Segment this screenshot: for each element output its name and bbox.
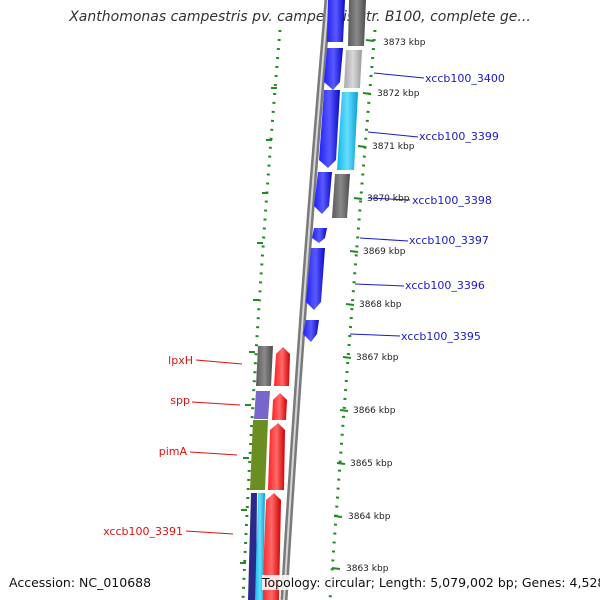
- feature-gray-lpxH: [256, 346, 273, 386]
- gene-label-xccb100-3400[interactable]: xccb100_3400: [425, 72, 505, 85]
- kbp-label: 3866 kbp: [353, 406, 396, 416]
- genome-summary-text: Topology: circular; Length: 5,079,002 bp…: [262, 575, 600, 590]
- forward-strand-features: [303, 0, 366, 342]
- cds-blue-3397: [312, 228, 327, 243]
- kbp-label: 3873 kbp: [383, 38, 426, 48]
- cds-blue-3395: [303, 320, 319, 342]
- kbp-label: 3869 kbp: [363, 247, 406, 257]
- feature-gray-top: [348, 0, 366, 46]
- kbp-label: 3864 kbp: [348, 512, 391, 522]
- kbp-label: 3870 kbp: [367, 194, 410, 204]
- kbp-label: 3867 kbp: [356, 353, 399, 363]
- feature-cyan-3391: [255, 493, 265, 600]
- feature-cyan-3399: [337, 92, 358, 170]
- cds-red-spp: [272, 393, 287, 420]
- cds-blue-3396: [306, 248, 325, 310]
- feature-purple-spp: [254, 391, 270, 419]
- genome-backbone: [280, 0, 332, 600]
- cds-red-pimA: [268, 423, 285, 490]
- kbp-label: 3872 kbp: [377, 89, 420, 99]
- gene-label-xccb100-3395[interactable]: xccb100_3395: [401, 330, 481, 343]
- accession-text: Accession: NC_010688: [9, 575, 152, 590]
- gene-label-xccb100-3396[interactable]: xccb100_3396: [405, 279, 485, 292]
- feature-olive-pimA: [250, 420, 268, 490]
- inner-tick-ring: [241, 29, 282, 600]
- feature-gray-3398: [332, 174, 350, 218]
- gene-label-xccb100-3399[interactable]: xccb100_3399: [419, 130, 499, 143]
- map-title: Xanthomonas campestris pv. campestris st…: [69, 9, 531, 25]
- kbp-label: 3871 kbp: [372, 142, 415, 152]
- label-pointers: [185, 72, 425, 535]
- kbp-label: 3868 kbp: [359, 300, 402, 310]
- gene-label-xccb100-3391[interactable]: xccb100_3391: [103, 525, 183, 538]
- major-ticks: [240, 39, 375, 570]
- genome-backbone-highlight: [283, 0, 329, 600]
- gene-label-xccb100-3398[interactable]: xccb100_3398: [412, 194, 492, 207]
- kbp-label: 3863 kbp: [346, 564, 389, 574]
- gene-label-pimA[interactable]: pimA: [159, 445, 188, 458]
- cds-blue-3400: [319, 90, 340, 168]
- gene-label-xccb100-3397[interactable]: xccb100_3397: [409, 234, 489, 247]
- gene-label-lpxH[interactable]: lpxH: [168, 354, 193, 367]
- cds-red-lpxH: [274, 347, 290, 386]
- cds-blue-3398: [314, 172, 332, 214]
- reverse-strand-features: [248, 346, 290, 600]
- cds-red-3391: [262, 493, 281, 600]
- feature-navy-3391: [248, 493, 257, 600]
- cds-blue-1: [327, 0, 345, 42]
- kbp-label: 3865 kbp: [350, 459, 393, 469]
- feature-light-3400: [344, 50, 362, 88]
- outer-tick-ring: [328, 29, 377, 600]
- gene-label-spp[interactable]: spp: [170, 394, 190, 407]
- cds-blue-2: [324, 48, 343, 90]
